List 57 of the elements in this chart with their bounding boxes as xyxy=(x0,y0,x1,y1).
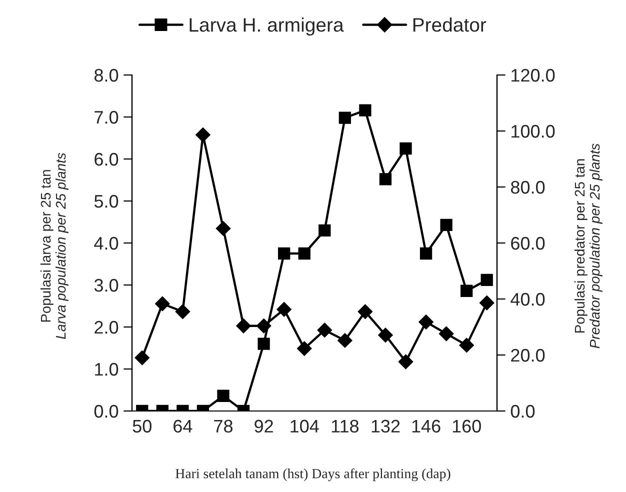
y-tick-label: 1.0 xyxy=(95,362,118,376)
point xyxy=(480,274,493,286)
y2-tick-label: 40.0 xyxy=(510,292,545,306)
point xyxy=(479,296,494,310)
y-tick-label: 2.0 xyxy=(94,320,118,334)
point xyxy=(438,326,454,342)
x-tick-label: 160 xyxy=(452,420,481,433)
x-tick-label: 146 xyxy=(412,420,440,433)
point xyxy=(256,318,272,334)
y-axis-title: Populasi larva per 25 tan Larva population per 25 plants xyxy=(40,152,68,339)
x-tick-label: 64 xyxy=(174,420,192,433)
point xyxy=(460,284,473,297)
point xyxy=(420,247,432,260)
y2-tick-label: 20.0 xyxy=(511,348,545,362)
y2-tick-label: 100.0 xyxy=(512,124,555,138)
point xyxy=(134,350,150,366)
y-tick-label: 5.0 xyxy=(94,194,118,208)
point xyxy=(175,304,190,319)
point xyxy=(236,318,251,334)
x-tick-label: 132 xyxy=(372,420,400,433)
point xyxy=(298,247,310,260)
x-axis-title: Hari setelah tanam (hst) Days after planting (dap) xyxy=(176,468,450,482)
x-tick-label: 78 xyxy=(214,420,233,433)
point xyxy=(358,304,373,319)
y-tick-label: 7.0 xyxy=(94,110,118,124)
point xyxy=(278,247,290,260)
point xyxy=(379,173,392,186)
point xyxy=(459,338,474,353)
x-tick-label: 50 xyxy=(132,420,152,433)
x-tick-label: 118 xyxy=(332,420,359,433)
x-tick-label: 104 xyxy=(290,420,319,433)
y-tick-label: 6.0 xyxy=(94,152,118,166)
y2-tick-label: 0.0 xyxy=(510,404,535,418)
legend-label: Predator xyxy=(413,18,486,32)
point xyxy=(317,322,332,338)
point xyxy=(398,354,414,370)
y2-axis-title: Populasi predator per 25 tan Predator population per 25 plants xyxy=(574,144,602,348)
point xyxy=(378,328,393,343)
point xyxy=(155,296,170,312)
point xyxy=(338,333,352,348)
y-tick-label: 4.0 xyxy=(94,236,118,250)
y-tick-label: 8.0 xyxy=(94,68,118,82)
x-tick-label: 92 xyxy=(254,420,273,433)
point xyxy=(418,314,434,330)
y-tick-label: 0.0 xyxy=(94,404,118,418)
point xyxy=(296,341,312,356)
y-tick-label: 3.0 xyxy=(94,278,118,292)
point xyxy=(196,128,210,142)
y2-tick-label: 80.0 xyxy=(510,180,545,194)
legend-label: Larva H. armigera xyxy=(190,18,344,36)
y2-tick-label: 60.0 xyxy=(511,236,545,250)
point xyxy=(440,218,452,232)
point xyxy=(216,221,231,236)
point xyxy=(400,142,412,155)
y2-tick-label: 120.0 xyxy=(512,68,555,82)
point xyxy=(318,224,331,236)
point xyxy=(276,302,292,317)
